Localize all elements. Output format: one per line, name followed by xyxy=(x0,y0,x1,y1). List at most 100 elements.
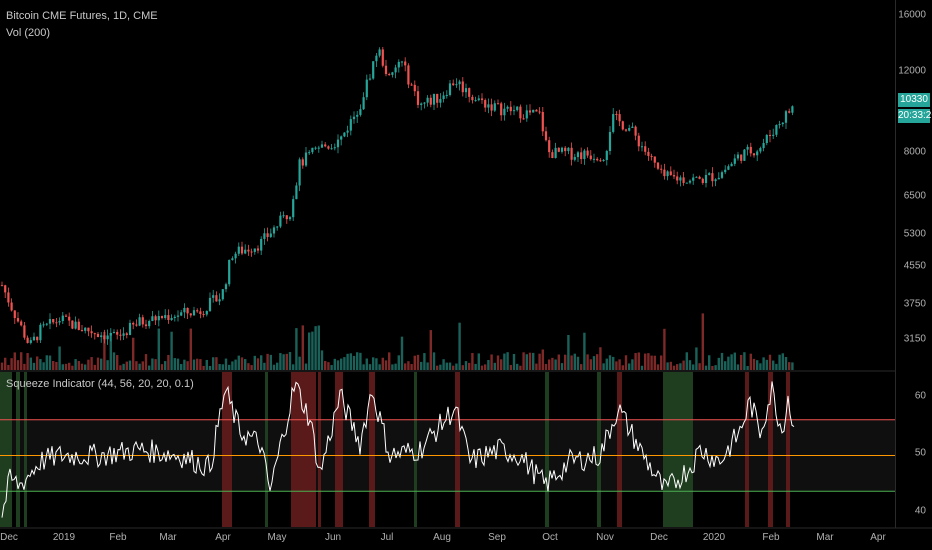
candle-body xyxy=(682,177,685,183)
candle-body xyxy=(7,292,10,303)
volume-bar xyxy=(448,362,452,370)
volume-bar xyxy=(740,354,743,370)
candle-body xyxy=(372,61,375,79)
volume-bar xyxy=(176,358,180,370)
candle-body xyxy=(157,316,160,321)
volume-bar xyxy=(618,359,621,370)
volume-bar xyxy=(77,361,80,370)
candle-body xyxy=(247,249,250,252)
candle-body xyxy=(148,320,151,327)
volume-bar xyxy=(413,355,416,370)
candle-body xyxy=(276,226,279,228)
candle-body xyxy=(599,160,602,162)
price-tick: 16000 xyxy=(898,9,926,21)
price-tick: 3750 xyxy=(903,298,926,310)
volume-bar xyxy=(410,364,413,370)
volume-bar xyxy=(0,362,4,370)
volume-bar xyxy=(580,364,583,370)
candle-body xyxy=(586,150,589,156)
candle-body xyxy=(746,146,749,150)
volume-bar xyxy=(96,357,100,370)
candle-body xyxy=(666,171,669,177)
volume-bar xyxy=(781,353,784,370)
volume-bar xyxy=(167,354,170,370)
price-axis[interactable] xyxy=(895,0,932,528)
candle-body xyxy=(61,315,64,322)
price-candles xyxy=(0,46,794,345)
candle-body xyxy=(791,106,794,113)
volume-bar xyxy=(391,364,394,370)
candle-body xyxy=(404,61,407,66)
volume-bar xyxy=(135,361,138,370)
symbol-legend[interactable]: Bitcoin CME Futures, 1D, CME xyxy=(6,10,158,22)
price-tick: 8000 xyxy=(903,146,926,158)
volume-legend[interactable]: Vol (200) xyxy=(6,27,51,39)
candle-body xyxy=(26,337,29,343)
candle-body xyxy=(58,321,61,323)
volume-bar xyxy=(215,357,218,370)
volume-bar xyxy=(173,358,176,370)
volume-bar xyxy=(621,365,624,370)
candle-body xyxy=(103,335,106,340)
volume-bar xyxy=(656,364,660,370)
volume-bar xyxy=(109,332,112,370)
candle-body xyxy=(708,173,711,175)
candle-body xyxy=(471,96,474,101)
volume-bar xyxy=(301,325,304,370)
candle-body xyxy=(589,155,592,160)
candle-body xyxy=(340,136,343,140)
candle-body xyxy=(304,152,308,166)
candle-body xyxy=(538,111,541,113)
volume-bar xyxy=(68,362,71,370)
candle-body xyxy=(554,147,557,159)
volume-bar xyxy=(653,355,656,370)
candle-body xyxy=(784,111,788,123)
price-tick: 6500 xyxy=(903,190,926,202)
volume-bar xyxy=(557,354,560,370)
volume-bar xyxy=(583,332,586,370)
candle-body xyxy=(720,172,724,178)
squeeze-highlight xyxy=(768,372,773,527)
volume-bar xyxy=(423,353,426,370)
volume-bar xyxy=(260,355,263,370)
indicator-legend[interactable]: Squeeze Indicator (44, 56, 20, 20, 0.1) xyxy=(6,378,194,390)
volume-bar xyxy=(436,365,439,370)
candle-body xyxy=(752,153,756,156)
squeeze-highlight xyxy=(335,372,343,527)
candle-body xyxy=(314,147,317,149)
volume-bar xyxy=(186,361,189,370)
candle-body xyxy=(573,157,576,160)
time-tick: Dec xyxy=(0,532,18,543)
candle-body xyxy=(733,158,736,164)
candle-body xyxy=(692,177,695,181)
candle-body xyxy=(272,227,276,234)
time-tick: Jun xyxy=(324,532,342,543)
volume-bar xyxy=(429,330,432,370)
volume-bar xyxy=(365,358,368,370)
candle-body xyxy=(768,134,772,136)
candle-body xyxy=(23,325,26,338)
candle-body xyxy=(772,134,775,136)
candle-body xyxy=(676,176,679,181)
volume-bar xyxy=(119,365,122,370)
candle-body xyxy=(234,253,237,259)
candle-body xyxy=(397,61,400,68)
candle-body xyxy=(400,61,404,63)
candle-body xyxy=(330,148,333,150)
time-tick: Feb xyxy=(109,532,127,543)
volume-bar xyxy=(730,354,733,370)
volume-bar xyxy=(106,360,109,370)
volume-bar xyxy=(324,360,327,370)
candle-body xyxy=(756,151,759,156)
time-tick: Dec xyxy=(650,532,668,543)
candle-body xyxy=(301,159,304,166)
candle-body xyxy=(548,140,551,153)
candle-body xyxy=(365,79,368,98)
candle-body xyxy=(634,126,637,136)
volume-bar xyxy=(154,359,157,370)
volume-bar xyxy=(445,362,448,370)
squeeze-highlight xyxy=(369,372,375,527)
candle-body xyxy=(452,83,455,86)
squeeze-highlight xyxy=(545,372,549,527)
